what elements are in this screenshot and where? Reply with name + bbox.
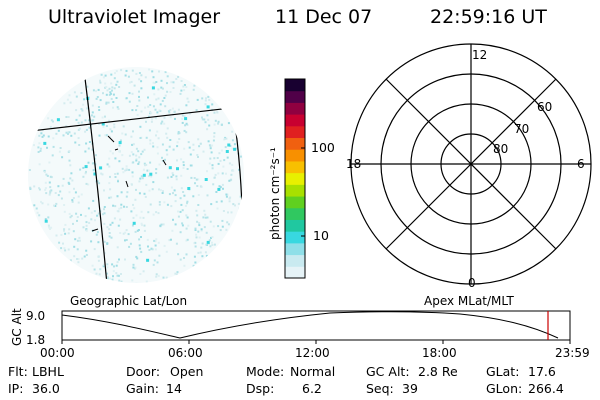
- grid-ticks: [91, 135, 167, 232]
- colorbar-segment: [285, 207, 305, 220]
- mlt-label-0: 0: [468, 276, 476, 290]
- status-door-value: Open: [170, 364, 204, 379]
- status-gcalt-value: 2.8 Re: [418, 364, 458, 379]
- status-seq-value: 39: [402, 381, 418, 396]
- colorbar-segment: [285, 90, 305, 103]
- orbit-track-panel: [61, 310, 571, 344]
- time-label: 22:59:16 UT: [430, 6, 547, 28]
- status-flt-value: LBHL: [32, 364, 64, 379]
- track-ytick-1.8: 1.8: [26, 333, 45, 347]
- lat-label-60: 60: [537, 100, 552, 114]
- status-gain-key: Gain:: [126, 381, 159, 396]
- status-dsp-value: 6.2: [302, 381, 322, 396]
- instrument-title: Ultraviolet Imager: [48, 6, 221, 28]
- lat-label-70: 70: [514, 122, 529, 136]
- colorbar-ticks: [301, 147, 305, 237]
- uv-image-disk: [28, 67, 244, 283]
- colorbar-segment: [285, 266, 305, 279]
- colorbar-segment: [285, 184, 305, 197]
- status-dsp-key: Dsp:: [246, 381, 275, 396]
- colorbar-segment: [285, 102, 305, 115]
- status-flt-key: Flt:: [8, 364, 28, 379]
- status-mode-key: Mode:: [246, 364, 285, 379]
- colorbar-segment: [285, 79, 305, 92]
- track-xtick-0: 00:00: [40, 346, 75, 360]
- status-ip-value: 36.0: [32, 381, 60, 396]
- track-xtick-1: 06:00: [168, 346, 203, 360]
- status-glat-key: GLat:: [486, 364, 520, 379]
- colorbar-segment: [285, 196, 305, 209]
- colorbar-segment: [285, 242, 305, 256]
- date-label: 11 Dec 07: [275, 6, 373, 28]
- track-left-title: Geographic Lat/Lon: [70, 294, 187, 308]
- status-ip-key: IP:: [8, 381, 24, 396]
- colorbar-segment: [285, 137, 305, 150]
- colorbar-segment: [285, 172, 305, 185]
- colorbar-segment: [285, 125, 305, 139]
- mlt-label-12: 12: [472, 48, 487, 62]
- colorbar-segment: [285, 231, 305, 244]
- colorbar-segment: [285, 160, 305, 174]
- track-xtick-2: 12:00: [295, 346, 330, 360]
- track-axis-title: GC Alt: [10, 308, 24, 346]
- colorbar-segment: [285, 254, 305, 267]
- colorbar-label: photon cm⁻²s⁻¹: [268, 147, 282, 240]
- emission-speckles: [28, 68, 244, 283]
- status-glon-key: GLon:: [486, 381, 523, 396]
- colorbar-segment: [285, 219, 305, 232]
- status-glat-value: 17.6: [528, 364, 556, 379]
- status-glon-value: 266.4: [528, 381, 564, 396]
- track-right-title: Apex MLat/MLT: [424, 294, 514, 308]
- status-gain-value: 14: [166, 381, 182, 396]
- track-ytick-9: 9.0: [26, 309, 45, 323]
- status-door-key: Door:: [126, 364, 161, 379]
- colorbar: [285, 79, 305, 279]
- polar-plot: [350, 43, 592, 285]
- lat-label-80: 80: [493, 142, 508, 156]
- track-xtick-3: 18:00: [422, 346, 457, 360]
- colorbar-tick-10: 10: [313, 228, 329, 243]
- mlt-label-18: 18: [346, 157, 361, 171]
- status-gcalt-key: GC Alt:: [366, 364, 410, 379]
- track-xtick-4: 23:59: [555, 346, 590, 360]
- mlt-label-6: 6: [577, 157, 585, 171]
- colorbar-segment: [285, 114, 305, 127]
- colorbar-tick-100: 100: [311, 140, 335, 155]
- colorbar-segment: [285, 149, 305, 162]
- status-mode-value: Normal: [290, 364, 336, 379]
- status-seq-key: Seq:: [366, 381, 394, 396]
